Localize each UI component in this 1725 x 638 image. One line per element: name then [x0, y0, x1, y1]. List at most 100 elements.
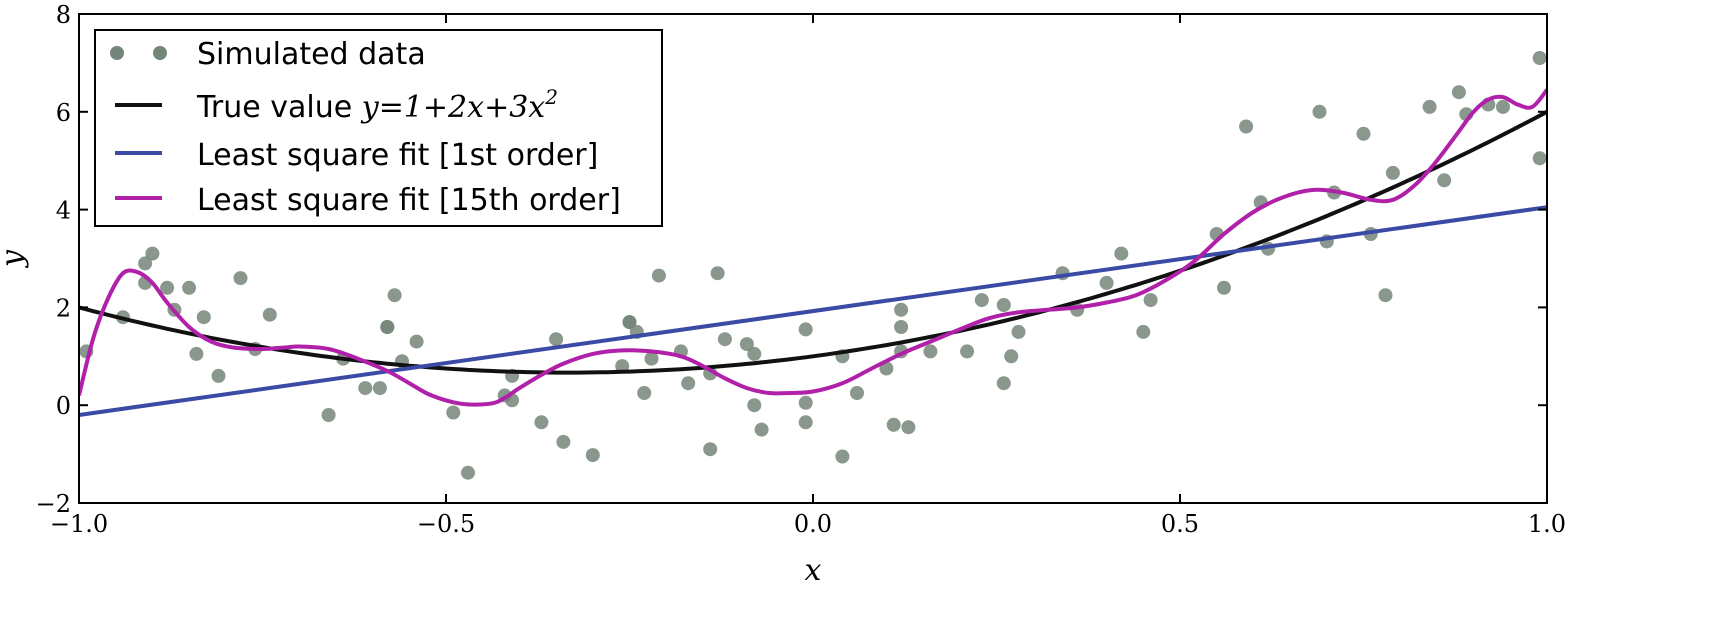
- data-point: [901, 420, 916, 435]
- x-tick-label: 0.5: [1161, 510, 1199, 538]
- data-point: [233, 271, 248, 286]
- data-point: [850, 386, 864, 400]
- data-point: [138, 256, 153, 271]
- data-point: [321, 408, 336, 422]
- data-point: [739, 337, 754, 352]
- data-point: [160, 280, 175, 295]
- data-point: [1451, 85, 1466, 100]
- y-tick-label: 4: [56, 197, 71, 225]
- y-tick-label: −2: [36, 490, 71, 518]
- legend-label-true-value-exponent: 2: [544, 85, 558, 109]
- y-tick-label: 6: [56, 99, 71, 127]
- data-point: [145, 246, 160, 261]
- data-point: [534, 415, 549, 430]
- data-point: [262, 307, 277, 322]
- data-point: [644, 351, 659, 366]
- data-point: [189, 346, 204, 361]
- x-axis-label: x: [805, 553, 822, 588]
- data-point: [622, 315, 637, 330]
- legend-entry-fifteenth-order: Least square fit [15th order]: [115, 183, 621, 218]
- data-point: [461, 465, 475, 480]
- legend-label-simulated-data: Simulated data: [197, 37, 426, 72]
- data-point: [1496, 99, 1510, 114]
- data-point: [556, 434, 571, 449]
- data-point: [637, 386, 652, 400]
- data-point: [1114, 246, 1129, 261]
- data-point: [1532, 51, 1547, 65]
- data-point: [747, 398, 762, 413]
- x-tick-label: 0.0: [794, 510, 832, 538]
- legend-label-true-value-text: True value: [196, 90, 362, 125]
- data-point: [894, 302, 909, 317]
- data-point: [1004, 349, 1019, 364]
- data-point: [710, 266, 725, 281]
- data-point: [996, 298, 1011, 312]
- data-point: [1532, 151, 1547, 166]
- axis-ticks: −1.0 −0.5 0.0 0.5 1.0 −2 0 2 4 6 8: [36, 1, 1566, 538]
- x-tick-label: −1.0: [50, 510, 108, 538]
- data-point: [1099, 275, 1114, 290]
- data-point: [182, 280, 197, 295]
- data-point: [754, 422, 769, 437]
- data-point: [549, 332, 564, 347]
- data-point: [380, 320, 395, 334]
- data-point: [615, 359, 630, 374]
- plot-marks: [79, 51, 1547, 480]
- data-point: [923, 344, 938, 359]
- data-point: [1312, 104, 1327, 119]
- data-point: [1143, 293, 1158, 308]
- data-point: [585, 448, 600, 463]
- data-point: [960, 344, 975, 359]
- y-tick-label: 0: [56, 392, 71, 420]
- legend-marker-dot: [110, 46, 124, 60]
- data-point: [409, 334, 424, 349]
- data-point: [358, 381, 373, 396]
- x-tick-label: −0.5: [417, 510, 475, 538]
- data-point: [996, 376, 1011, 391]
- data-point: [1011, 324, 1026, 339]
- data-point: [798, 415, 813, 430]
- data-point: [835, 449, 850, 464]
- data-point: [1217, 280, 1231, 295]
- data-point: [1239, 119, 1254, 134]
- data-point: [681, 376, 696, 391]
- data-point: [1437, 173, 1452, 188]
- x-tick-label: 1.0: [1528, 510, 1566, 538]
- data-point: [387, 288, 402, 303]
- legend-box: [94, 29, 663, 227]
- legend-label-first-order: Least square fit [1st order]: [197, 138, 598, 173]
- data-point: [1136, 324, 1151, 339]
- legend-entry-first-order: Least square fit [1st order]: [115, 138, 598, 173]
- legend-label-true-value: True value y=1+2x+3x2: [196, 85, 558, 125]
- y-axis-label: y: [0, 249, 30, 269]
- data-point: [211, 368, 226, 383]
- data-point: [1385, 165, 1400, 180]
- legend-label-fifteenth-order: Least square fit [15th order]: [197, 183, 621, 218]
- y-tick-label: 8: [56, 1, 71, 29]
- data-point: [651, 268, 666, 283]
- data-point: [798, 395, 813, 410]
- legend-entry-simulated-data: Simulated data: [110, 37, 426, 72]
- data-point: [717, 332, 732, 347]
- legend-label-true-value-math: y=1+2x+3x: [360, 90, 546, 125]
- data-point: [798, 322, 813, 337]
- data-point: [747, 346, 762, 361]
- series-line-fifteenth-order: [79, 88, 1547, 407]
- data-point: [372, 381, 387, 396]
- data-point: [703, 442, 718, 457]
- legend: Simulated data True value y=1+2x+3x2 Lea…: [94, 29, 663, 227]
- y-tick-label: 2: [56, 294, 71, 322]
- series-line-first-order: [79, 205, 1547, 417]
- data-point: [886, 417, 901, 432]
- data-point: [446, 405, 461, 420]
- data-point: [1356, 126, 1371, 141]
- legend-marker-dot: [153, 46, 167, 60]
- data-point: [1422, 99, 1437, 114]
- data-point: [974, 293, 989, 308]
- data-point: [196, 310, 211, 325]
- data-point: [894, 320, 909, 334]
- plot-area: [79, 51, 1547, 480]
- legend-entry-true-value: True value y=1+2x+3x2: [115, 85, 558, 125]
- series-line-true-value: [79, 110, 1547, 375]
